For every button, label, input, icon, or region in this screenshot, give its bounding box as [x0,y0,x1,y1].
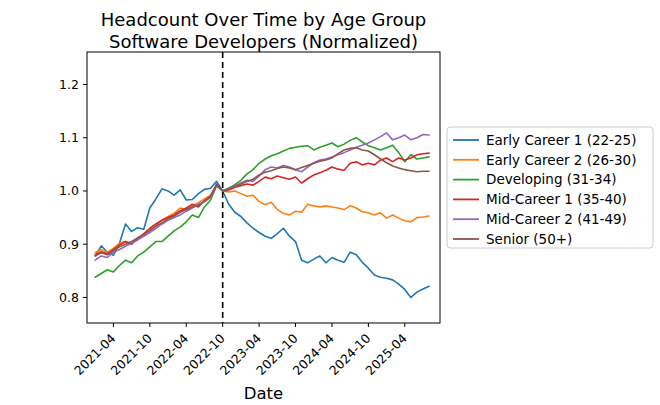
series-line-early-career-2-26-30 [95,185,429,253]
series-line-early-career-1-22-25 [95,181,429,297]
headcount-chart: Headcount Over Time by Age Group Softwar… [0,0,660,405]
chart-title: Headcount Over Time by Age Group [101,9,427,30]
legend-label: Mid-Career 1 (35-40) [486,191,627,207]
chart-subtitle: Software Developers (Normalized) [109,31,418,52]
plot-area [87,52,440,323]
legend-label: Mid-Career 2 (41-49) [486,211,627,227]
x-axis-label: Date [244,384,283,403]
series-lines [95,133,429,298]
legend-label: Early Career 1 (22-25) [486,132,636,148]
series-line-mid-career-2-41-49 [95,133,429,260]
legend-label: Senior (50+) [486,231,572,247]
y-tick-label: 1.0 [59,183,79,198]
legend: Early Career 1 (22-25) Early Career 2 (26… [447,127,653,248]
legend-label: Developing (31-34) [486,171,617,187]
series-line-senior-50 [95,148,429,256]
y-tick-label: 1.2 [59,77,79,92]
figure-canvas: Headcount Over Time by Age Group Softwar… [0,0,660,405]
y-tick-label: 1.1 [59,130,79,145]
axis-ticks: 2021-042021-102022-042022-102023-042023-… [59,77,410,378]
y-tick-label: 0.9 [59,237,79,252]
legend-label: Early Career 2 (26-30) [486,152,636,168]
y-tick-label: 0.8 [59,290,79,305]
